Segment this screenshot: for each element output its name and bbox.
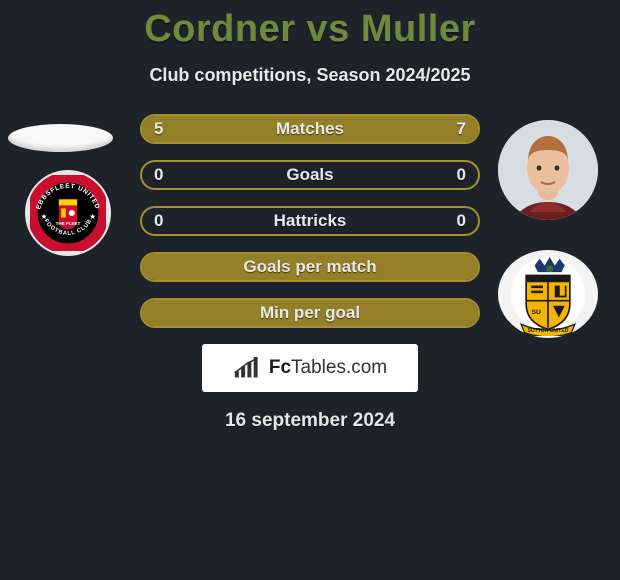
- stat-bar-goals-per-match: Goals per match: [140, 252, 480, 282]
- stat-label: Hattricks: [274, 211, 347, 231]
- branding-box: FcTables.com: [202, 344, 418, 392]
- club-right-ribbon: SUTTON UNITED: [528, 328, 569, 334]
- stat-label: Min per goal: [260, 303, 360, 323]
- svg-text:THE FLEET: THE FLEET: [56, 221, 81, 226]
- stat-right-value: 7: [457, 119, 466, 139]
- stat-bar-matches: 5 Matches 7: [140, 114, 480, 144]
- stat-right-value: 0: [457, 211, 466, 231]
- club-right-badge: SU SUTTON UNITED: [498, 250, 598, 338]
- stat-left-value: 0: [154, 211, 163, 231]
- stat-label: Matches: [276, 119, 344, 139]
- page-subtitle: Club competitions, Season 2024/2025: [0, 65, 620, 86]
- svg-text:★: ★: [89, 212, 96, 221]
- svg-text:★: ★: [41, 212, 48, 221]
- branding-text: FcTables.com: [269, 357, 387, 379]
- stat-label: Goals per match: [243, 257, 376, 277]
- stat-bar-min-per-goal: Min per goal: [140, 298, 480, 328]
- stat-right-value: 0: [457, 165, 466, 185]
- svg-text:SU: SU: [532, 309, 541, 316]
- stat-label: Goals: [286, 165, 333, 185]
- stat-left-value: 5: [154, 119, 163, 139]
- snapshot-date: 16 september 2024: [0, 410, 620, 432]
- player-left-photo: [8, 124, 113, 152]
- stat-bar-goals: 0 Goals 0: [140, 160, 480, 190]
- page-title: Cordner vs Muller: [0, 0, 620, 51]
- player-right-photo: [498, 120, 598, 220]
- stat-left-value: 0: [154, 165, 163, 185]
- stat-bar-hattricks: 0 Hattricks 0: [140, 206, 480, 236]
- comparison-content: EBBSFLEET UNITED FOOTBALL CLUB ★ ★ THE F…: [0, 114, 620, 432]
- stat-bars: 5 Matches 7 0 Goals 0 0 Hattricks 0 Goal…: [140, 114, 480, 328]
- club-left-badge: EBBSFLEET UNITED FOOTBALL CLUB ★ ★ THE F…: [25, 170, 111, 256]
- bars-icon: [233, 357, 265, 379]
